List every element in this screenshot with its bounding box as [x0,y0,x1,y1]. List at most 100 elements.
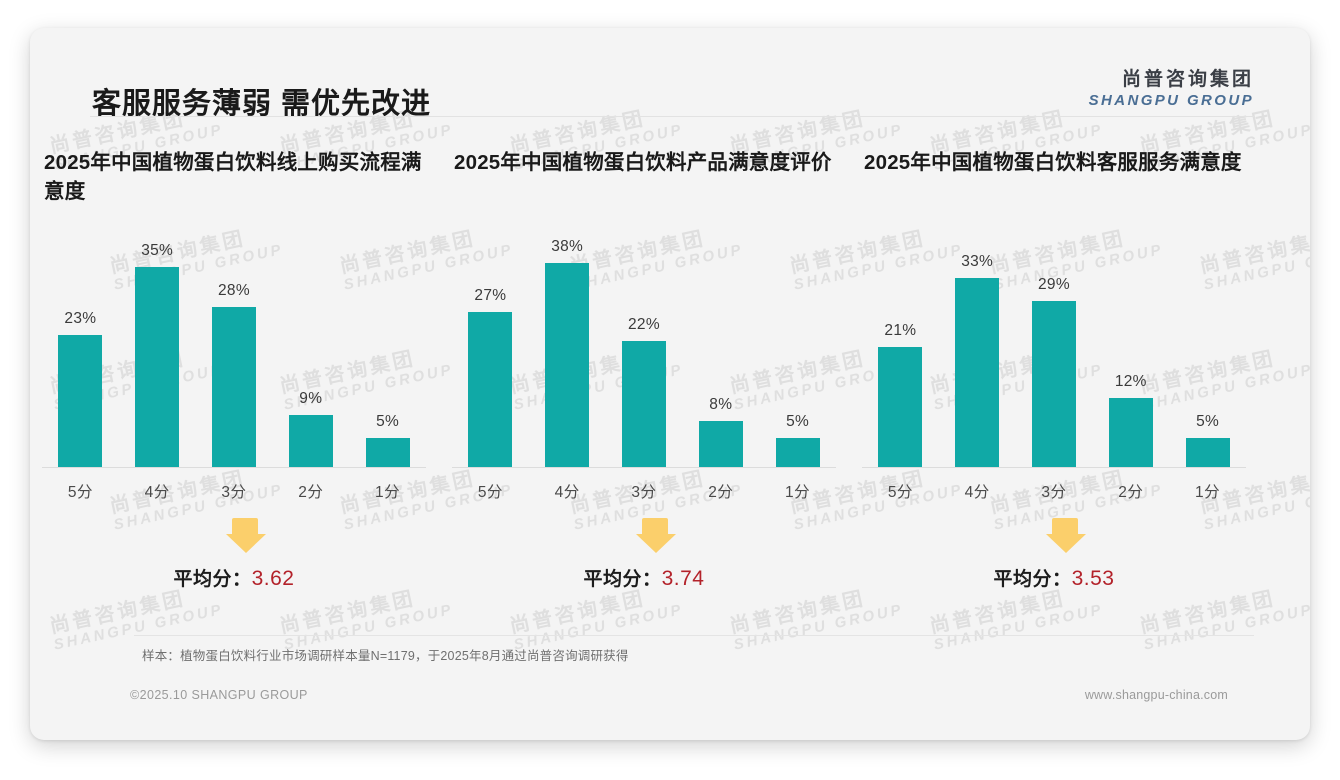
brand-logo: 尚普咨询集团 SHANGPU GROUP [1089,68,1254,111]
bar [211,307,256,467]
x-tick-label: 1分 [1195,484,1221,501]
bar-chart-1: 23% 35% 28% 9% 5% 5分 4分 3分 2分 1分 [38,238,430,508]
bar-value-label: 8% [709,396,733,413]
bar [545,263,590,467]
bar-value-label: 38% [551,238,584,255]
x-tick-label: 2分 [298,484,324,501]
x-tick-label: 1分 [785,484,811,501]
bar [698,421,743,467]
bar-slot: 33% [939,238,1016,467]
bar-slot: 21% [862,238,939,467]
bar-value-label: 27% [474,287,507,304]
bar-slot: 38% [529,238,606,467]
bar-chart-3: 21% 33% 29% 12% 5% 5分 4分 3分 2分 1分 [858,238,1250,508]
x-tick-label: 5分 [887,484,913,501]
x-tick-label: 3分 [221,484,247,501]
bar-slot: 8% [682,238,759,467]
x-tick-label: 3分 [1041,484,1067,501]
bar-value-label: 23% [64,310,97,327]
charts-row: 2025年中国植物蛋白饮料线上购买流程满意度 23% 35% 28% 9% 5% 5分 4… [30,148,1310,606]
bar-slot: 12% [1092,238,1169,467]
bar-slot: 5% [349,238,426,467]
x-axis-line-2 [452,467,836,468]
average-text-3: 平均分：3.53 [858,564,1250,591]
bar-slot: 29% [1016,238,1093,467]
bar-value-label: 33% [961,253,994,270]
bar [1031,301,1076,467]
bar-value-label: 12% [1114,373,1147,390]
slide-header: 客服服务薄弱 需优先改进 尚普咨询集团 SHANGPU GROUP [30,28,1310,120]
x-axis-ticks-2: 5分 4分 3分 2分 1分 [452,480,836,502]
x-axis-ticks-3: 5分 4分 3分 2分 1分 [862,480,1246,502]
bar-value-label: 28% [218,282,250,299]
average-value-2: 3.74 [661,567,705,590]
x-tick-label: 5分 [477,484,503,501]
bar [621,341,666,467]
average-annotation-3: 平均分：3.53 [858,516,1250,606]
bars-container-3: 21% 33% 29% 12% 5% [862,238,1246,467]
chart-title-3: 2025年中国植物蛋白饮料客服服务满意度 [864,151,1242,174]
header-divider [90,116,1254,117]
x-tick-label: 1分 [375,484,401,501]
bar-slot: 22% [606,238,683,467]
average-label-1: 平均分： [173,569,252,590]
bars-container-2: 27% 38% 22% 8% 5% [452,238,836,467]
bar-value-label: 22% [628,316,660,333]
average-label-2: 平均分： [583,569,662,590]
average-value-3: 3.53 [1071,567,1115,590]
down-arrow-icon [226,518,266,553]
x-tick-label: 2分 [708,484,734,501]
bar [288,415,333,467]
down-arrow-icon [636,518,676,553]
average-text-1: 平均分：3.62 [38,564,430,591]
bar [775,438,820,467]
bar-value-label: 5% [1196,413,1220,430]
logo-chinese-text: 尚普咨询集团 [1121,69,1254,90]
chart-title-1: 2025年中国植物蛋白饮料线上购买流程满意度 [44,151,422,204]
chart-panel-2: 2025年中国植物蛋白饮料产品满意度评价 27% 38% 22% 8% 5% 5分 4分 3… [448,148,840,606]
bar [468,312,513,467]
bar-slot: 23% [42,238,119,467]
footnote-divider [134,635,1254,636]
x-tick-label: 2分 [1118,484,1144,501]
bar-value-label: 5% [376,413,400,430]
chart-panel-1: 2025年中国植物蛋白饮料线上购买流程满意度 23% 35% 28% 9% 5% 5分 4… [38,148,430,606]
average-annotation-2: 平均分：3.74 [448,516,840,606]
page-title: 客服服务薄弱 需优先改进 [92,88,432,120]
bar-value-label: 5% [786,413,810,430]
bar [1108,398,1153,467]
bar-slot: 5% [759,238,836,467]
logo-english-text: SHANGPU GROUP [1088,91,1254,109]
bar-value-label: 29% [1038,276,1070,293]
bar [135,267,180,467]
x-axis-ticks-1: 5分 4分 3分 2分 1分 [42,480,426,502]
bar-chart-2: 27% 38% 22% 8% 5% 5分 4分 3分 2分 1分 [448,238,840,508]
average-text-2: 平均分：3.74 [448,564,840,591]
x-tick-label: 4分 [554,484,580,501]
copyright-text: ©2025.10 SHANGPU GROUP [130,688,308,702]
x-tick-label: 3分 [631,484,657,501]
bar [878,347,923,467]
website-url[interactable]: www.shangpu-china.com [1084,688,1228,702]
x-tick-label: 4分 [144,484,170,501]
bar [955,278,1000,467]
bar-slot: 35% [119,238,196,467]
bar-slot: 27% [452,238,529,467]
bar-value-label: 21% [884,322,917,339]
average-value-1: 3.62 [251,567,295,590]
average-annotation-1: 平均分：3.62 [38,516,430,606]
bar [365,438,410,467]
bar [1185,438,1230,467]
slide: 尚普咨询集团 SHANGPU GROUP 尚普咨询集团 SHANGPU GROUP 尚普… [30,28,1310,740]
bar [58,335,103,467]
average-label-3: 平均分： [993,569,1072,590]
x-axis-line-3 [862,467,1246,468]
bar-value-label: 9% [299,390,323,407]
bars-container-1: 23% 35% 28% 9% 5% [42,238,426,467]
sample-footnote: 样本：植物蛋白饮料行业市场调研样本量N=1179，于2025年8月通过尚普咨询调… [142,649,629,663]
bar-value-label: 35% [141,242,174,259]
x-tick-label: 4分 [964,484,990,501]
bar-slot: 28% [196,238,273,467]
x-tick-label: 5分 [67,484,93,501]
x-axis-line-1 [42,467,426,468]
